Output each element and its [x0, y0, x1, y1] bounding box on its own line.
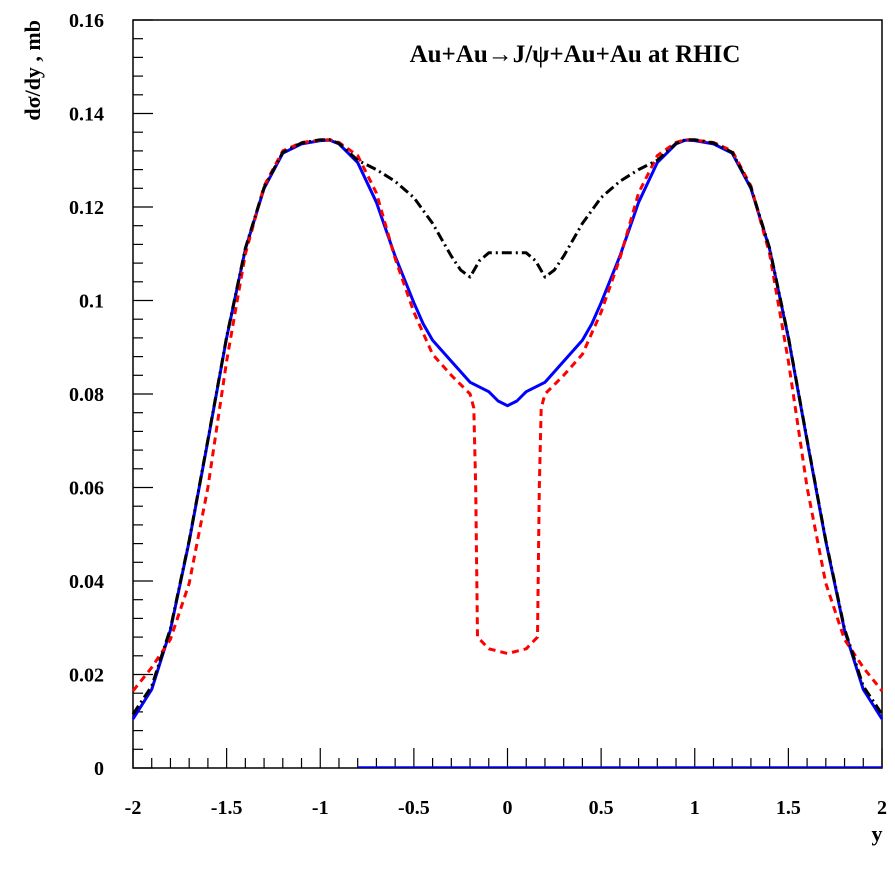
y-tick-labels: 0 0.02 0.04 0.06 0.08 0.1 0.12 0.14 0.16 [69, 10, 104, 780]
y-tick-label: 0.06 [69, 478, 104, 500]
x-tick-label: 1.5 [776, 797, 801, 819]
x-tick-labels: -2 -1.5 -1 -0.5 0 0.5 1 1.5 2 [125, 797, 887, 819]
y-tick-label: 0.12 [69, 197, 104, 219]
x-tick-label: -1.5 [211, 797, 243, 819]
axis-ticks [133, 20, 882, 768]
x-tick-label: -2 [125, 797, 142, 819]
y-tick-label: 0.02 [69, 665, 104, 687]
y-tick-label: 0.04 [69, 571, 104, 593]
x-axis-title: y [872, 821, 883, 846]
series-group [133, 140, 882, 767]
y-tick-label: 0.08 [69, 384, 104, 406]
x-tick-label: 0 [503, 797, 513, 819]
chart-title: Au+Au→J/ψ+Au+Au at RHIC [410, 41, 741, 68]
x-tick-label: -0.5 [398, 797, 430, 819]
y-axis-title: dσ/dy , mb [20, 20, 45, 121]
y-tick-label: 0.16 [69, 10, 104, 32]
x-tick-label: 0.5 [589, 797, 614, 819]
x-tick-label: 1 [690, 797, 700, 819]
y-tick-label: 0 [94, 758, 104, 780]
series-line-dash-dot [133, 140, 882, 715]
plot-frame [133, 20, 882, 768]
series-line-solid [133, 140, 882, 719]
x-tick-label: 2 [877, 797, 887, 819]
y-tick-label: 0.14 [69, 104, 104, 126]
series-line-dashed [133, 140, 882, 691]
y-tick-label: 0.1 [79, 291, 104, 313]
x-tick-label: -1 [312, 797, 329, 819]
